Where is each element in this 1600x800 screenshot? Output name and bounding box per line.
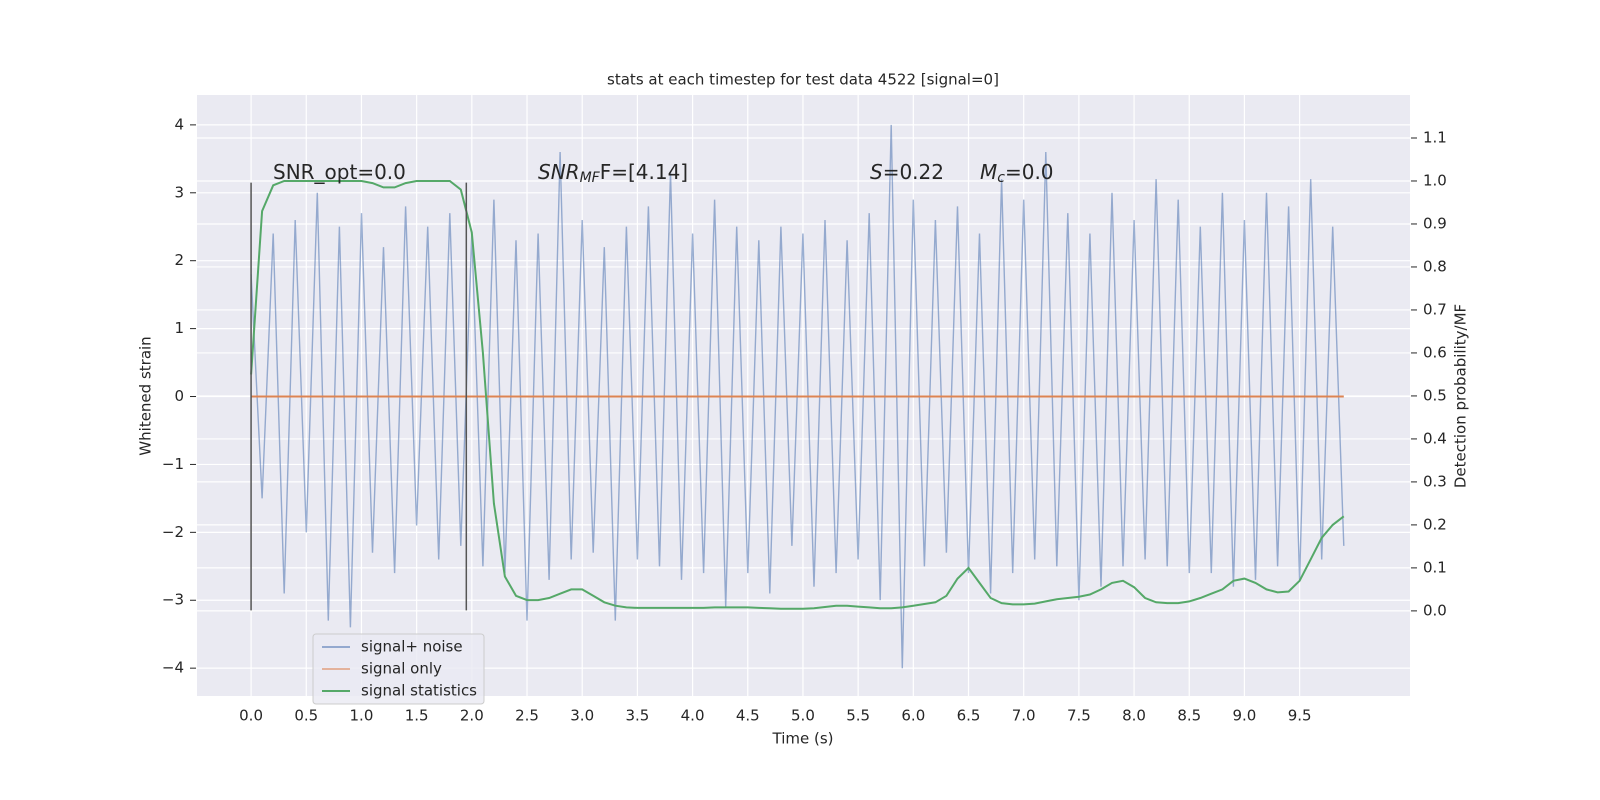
x-tick-label: 8.0	[1122, 707, 1146, 725]
y2-tick-label: 1.1	[1423, 128, 1447, 146]
x-tick-label: 5.0	[791, 707, 815, 725]
annotation-sub: c	[997, 170, 1005, 186]
x-tick-label: 0.5	[294, 707, 318, 725]
y2-tick-label: 0.3	[1423, 472, 1447, 490]
y-tick-label: −2	[162, 523, 184, 541]
annotation: SNRMFF=[4.14]	[538, 160, 688, 187]
annotation: SNR_opt=0.0	[273, 160, 406, 184]
y2-tick-label: 0.8	[1423, 257, 1447, 275]
x-tick-label: 6.0	[901, 707, 925, 725]
y-tick-label: −3	[162, 591, 184, 609]
y2-tick-label: 0.2	[1423, 515, 1447, 533]
y2-tick-label: 0.4	[1423, 429, 1447, 447]
annotation: Mc=0.0	[980, 160, 1054, 187]
x-tick-label: 4.5	[736, 707, 760, 725]
x-tick-label: 2.5	[515, 707, 539, 725]
legend-label: signal only	[361, 660, 442, 678]
y-tick-label: 4	[174, 115, 184, 133]
y2-tick-label: 0.6	[1423, 343, 1447, 361]
x-tick-label: 3.5	[625, 707, 649, 725]
x-tick-label: 8.5	[1177, 707, 1201, 725]
y2-axis-label: Detection probability/MF	[1452, 304, 1470, 488]
x-tick-label: 6.5	[957, 707, 981, 725]
annotation-sub: MF	[580, 170, 601, 186]
x-tick-label: 1.0	[350, 707, 374, 725]
x-tick-label: 1.5	[405, 707, 429, 725]
x-tick-label: 9.5	[1288, 707, 1312, 725]
y-tick-label: −1	[162, 455, 184, 473]
y2-tick-label: 0.9	[1423, 214, 1447, 232]
annotation-rest: =0.22	[883, 160, 944, 184]
legend-label: signal statistics	[361, 682, 477, 700]
annotation-text: S	[870, 160, 883, 184]
y-tick-label: −4	[162, 659, 184, 677]
x-tick-label: 7.0	[1012, 707, 1036, 725]
y2-tick-label: 0.1	[1423, 558, 1447, 576]
x-tick-label: 7.5	[1067, 707, 1091, 725]
y-tick-label: 0	[174, 387, 184, 405]
y-tick-label: 2	[174, 251, 184, 269]
series-line	[250, 124, 1345, 669]
annotation-text: SNR_opt=0.0	[273, 160, 406, 184]
y2-tick-label: 1.0	[1423, 171, 1447, 189]
annotation-rest: F=[4.14]	[600, 160, 688, 184]
annotation: S=0.22	[870, 160, 944, 184]
annotation-text: SNR	[538, 160, 580, 184]
chart-title: stats at each timestep for test data 452…	[607, 71, 999, 89]
y-tick-label: 3	[174, 183, 184, 201]
series-line	[250, 180, 1345, 610]
y-axis-label: Whitened strain	[137, 336, 155, 455]
legend-box	[312, 633, 485, 705]
annotation-text: M	[980, 160, 997, 184]
x-tick-label: 9.0	[1233, 707, 1257, 725]
legend-label: signal+ noise	[361, 638, 463, 656]
y2-tick-label: 0.5	[1423, 386, 1447, 404]
x-tick-label: 3.0	[570, 707, 594, 725]
y-tick-label: 1	[174, 319, 184, 337]
x-tick-label: 5.5	[846, 707, 870, 725]
y2-tick-label: 0.0	[1423, 601, 1447, 619]
x-tick-label: 0.0	[239, 707, 263, 725]
x-tick-label: 2.0	[460, 707, 484, 725]
x-tick-label: 4.0	[681, 707, 705, 725]
x-axis-label: Time (s)	[772, 730, 834, 748]
y2-tick-label: 0.7	[1423, 300, 1447, 318]
annotation-rest: =0.0	[1005, 160, 1054, 184]
